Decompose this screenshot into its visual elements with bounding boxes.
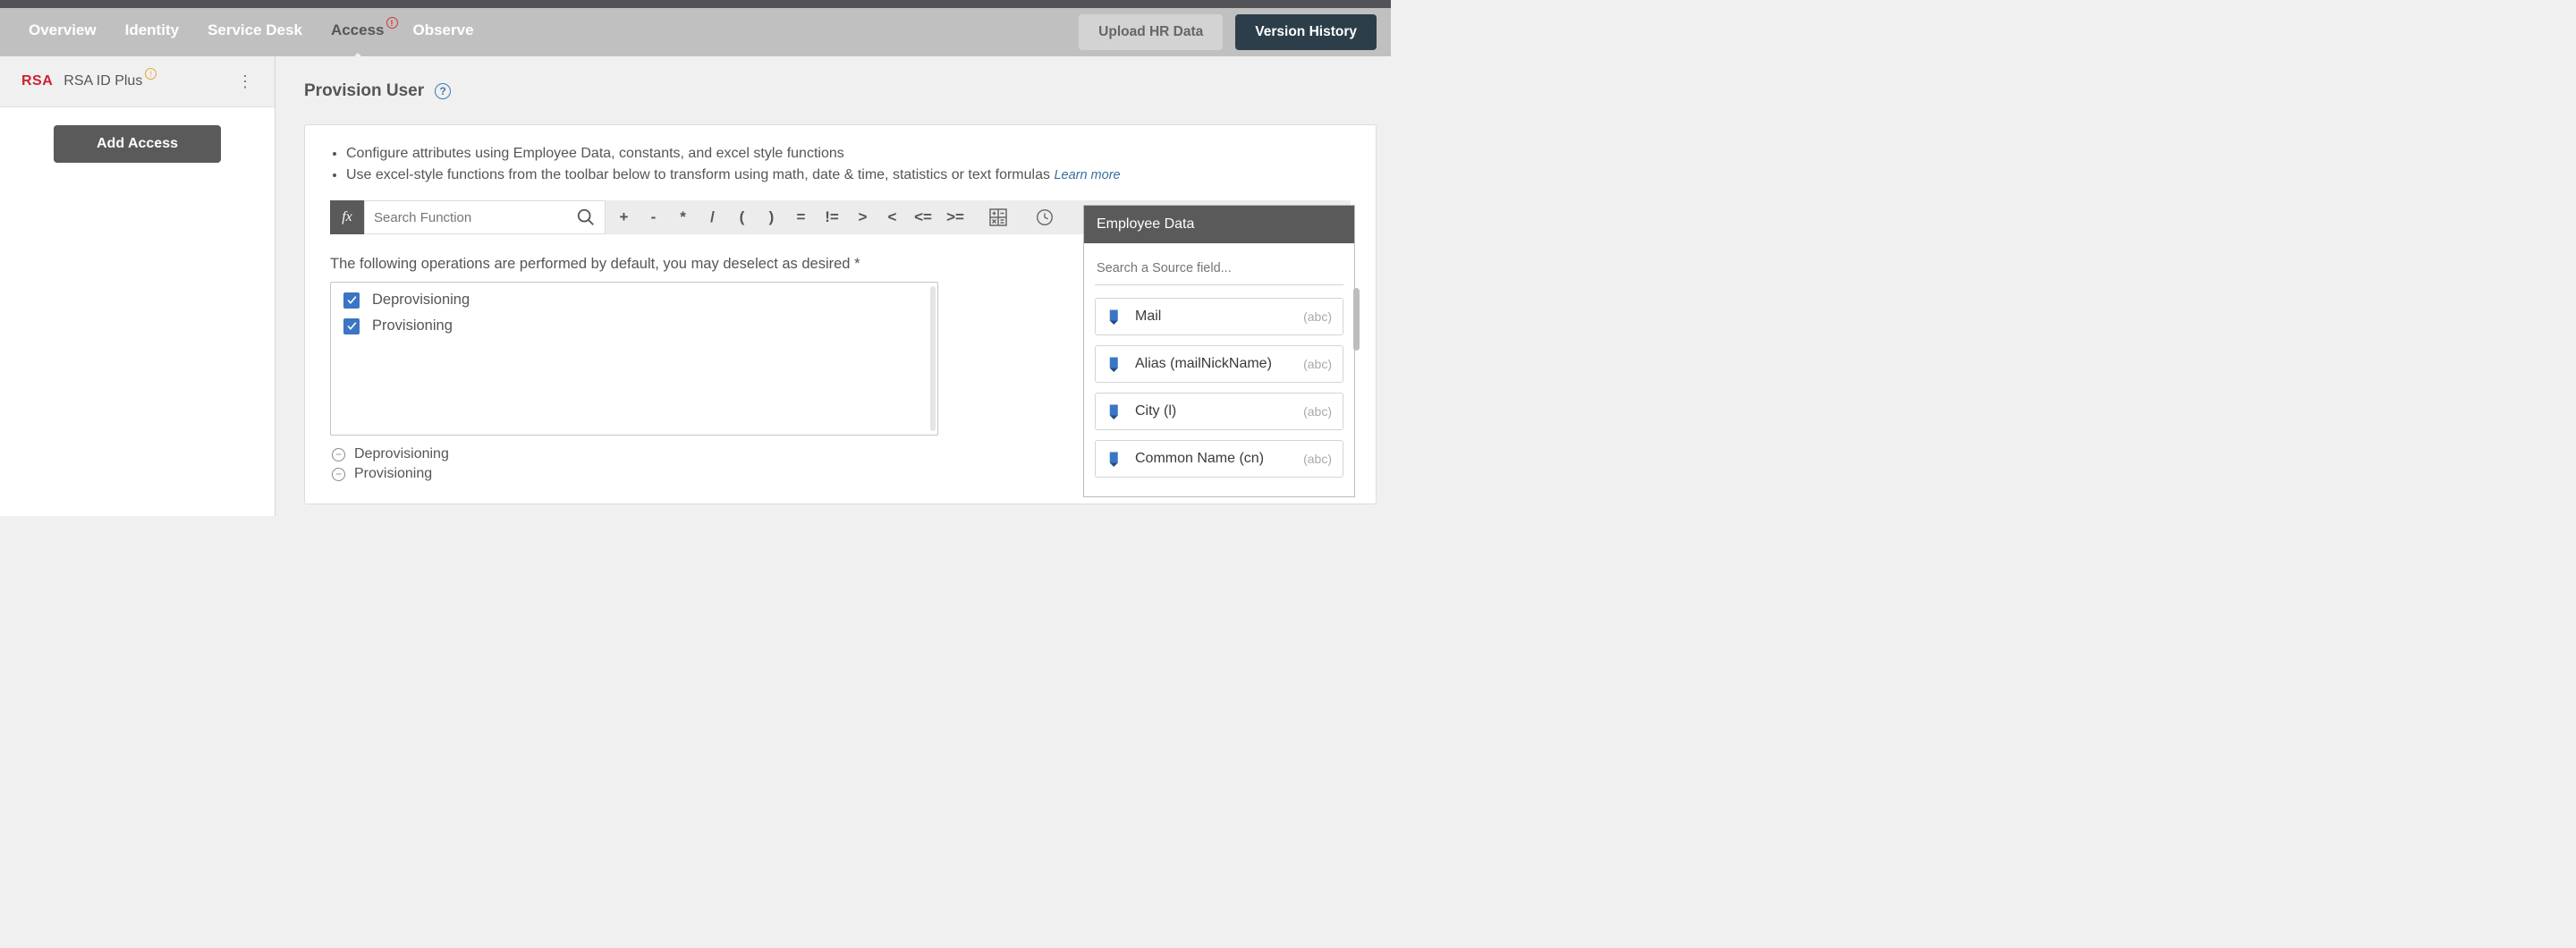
check-row-provisioning: Provisioning: [343, 317, 925, 334]
sidebar-title-text: RSA ID Plus: [64, 73, 142, 89]
op-lt[interactable]: <: [877, 200, 907, 234]
checkbox-label: Deprovisioning: [372, 292, 470, 309]
field-card-cn[interactable]: Common Name (cn) (abc): [1095, 440, 1343, 478]
rsa-logo: RSA: [21, 73, 53, 89]
help-icon[interactable]: ?: [435, 83, 451, 99]
search-function-wrapper: [364, 200, 606, 234]
info-bullet-2-text: Use excel-style functions from the toolb…: [346, 167, 1050, 182]
top-strip: [0, 0, 1391, 8]
nav-items: Overview Identity Service Desk Access ! …: [29, 21, 474, 43]
nav-observe[interactable]: Observe: [413, 21, 474, 43]
field-card-city[interactable]: City (l) (abc): [1095, 393, 1343, 430]
time-category-icon[interactable]: [1025, 200, 1064, 234]
field-name: Mail: [1135, 309, 1291, 325]
info-bullet-2: Use excel-style functions from the toolb…: [346, 165, 1351, 186]
field-type: (abc): [1303, 452, 1332, 466]
math-category-icon[interactable]: [979, 200, 1018, 234]
data-field-icon: [1106, 355, 1123, 373]
field-type: (abc): [1303, 357, 1332, 371]
operations-box: Deprovisioning Provisioning: [330, 282, 938, 436]
nav-identity[interactable]: Identity: [125, 21, 179, 43]
remove-icon[interactable]: −: [332, 468, 345, 481]
op-minus[interactable]: -: [639, 200, 668, 234]
removal-row: − Provisioning: [332, 466, 938, 482]
field-type: (abc): [1303, 309, 1332, 324]
field-card-alias[interactable]: Alias (mailNickName) (abc): [1095, 345, 1343, 383]
checkbox-label: Provisioning: [372, 317, 453, 334]
field-name: City (l): [1135, 403, 1291, 419]
checkbox-provisioning[interactable]: [343, 318, 360, 334]
upload-hr-data-button[interactable]: Upload HR Data: [1079, 14, 1223, 50]
learn-more-link[interactable]: Learn more: [1054, 168, 1120, 182]
nav-access[interactable]: Access !: [331, 21, 385, 43]
field-name: Common Name (cn): [1135, 451, 1291, 467]
employee-search-input[interactable]: [1095, 256, 1343, 285]
nav-overview[interactable]: Overview: [29, 21, 97, 43]
warning-badge-icon: !: [145, 68, 157, 80]
main-content: Provision User ? Configure attributes us…: [275, 56, 1391, 516]
search-icon[interactable]: [576, 207, 596, 227]
op-eq[interactable]: =: [786, 200, 816, 234]
employee-data-panel: Employee Data Mail (abc) Alias (mailNick…: [1083, 205, 1355, 497]
sidebar-title: RSA ID Plus !: [64, 73, 233, 89]
removal-label: Deprovisioning: [354, 446, 449, 462]
op-rparen[interactable]: ): [757, 200, 786, 234]
info-bullet-1: Configure attributes using Employee Data…: [346, 143, 1351, 165]
data-field-icon: [1106, 402, 1123, 420]
op-gt[interactable]: >: [848, 200, 877, 234]
sidebar: RSA RSA ID Plus ! ⋮ Add Access: [0, 56, 275, 516]
field-name: Alias (mailNickName): [1135, 356, 1291, 372]
field-type: (abc): [1303, 404, 1332, 419]
checkbox-deprovisioning[interactable]: [343, 292, 360, 309]
data-field-icon: [1106, 308, 1123, 326]
add-access-button[interactable]: Add Access: [54, 125, 221, 163]
navbar: Overview Identity Service Desk Access ! …: [0, 8, 1391, 56]
page-title: Provision User: [304, 81, 424, 101]
op-plus[interactable]: +: [609, 200, 639, 234]
version-history-button[interactable]: Version History: [1235, 14, 1377, 50]
op-lparen[interactable]: (: [727, 200, 757, 234]
data-field-icon: [1106, 450, 1123, 468]
op-gte[interactable]: >=: [939, 200, 971, 234]
field-card-mail[interactable]: Mail (abc): [1095, 298, 1343, 335]
alert-badge-icon: !: [386, 17, 398, 29]
scrollbar[interactable]: [1353, 288, 1360, 351]
employee-panel-header: Employee Data: [1084, 206, 1354, 243]
op-multiply[interactable]: *: [668, 200, 698, 234]
kebab-menu-icon[interactable]: ⋮: [233, 69, 257, 95]
search-function-input[interactable]: [374, 210, 576, 225]
check-row-deprovisioning: Deprovisioning: [343, 292, 925, 309]
removal-list: − Deprovisioning − Provisioning: [330, 446, 938, 482]
nav-service-desk[interactable]: Service Desk: [208, 21, 302, 43]
removal-row: − Deprovisioning: [332, 446, 938, 462]
remove-icon[interactable]: −: [332, 448, 345, 461]
op-lte[interactable]: <=: [907, 200, 939, 234]
nav-access-label: Access: [331, 21, 385, 38]
op-divide[interactable]: /: [698, 200, 727, 234]
op-neq[interactable]: !=: [816, 200, 848, 234]
removal-label: Provisioning: [354, 466, 432, 482]
fx-icon: fx: [330, 200, 364, 234]
sidebar-header: RSA RSA ID Plus ! ⋮: [0, 56, 275, 107]
